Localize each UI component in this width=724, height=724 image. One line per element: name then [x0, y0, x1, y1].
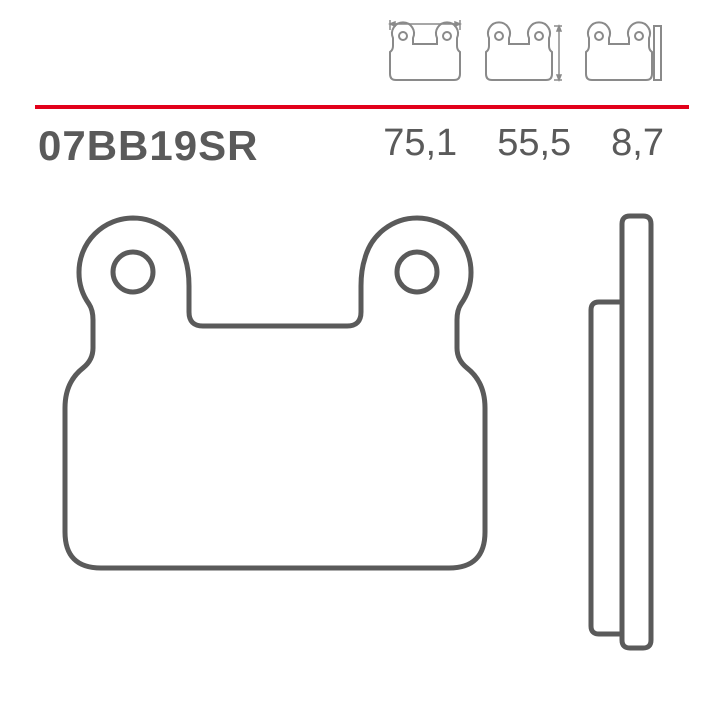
side-view — [591, 216, 651, 648]
width-value: 75,1 — [383, 122, 457, 165]
dimensions-values: 75,1 55,5 8,7 — [383, 122, 664, 165]
height-value: 55,5 — [497, 122, 571, 165]
thickness-value: 8,7 — [611, 122, 664, 165]
dimension-icons-group — [386, 20, 664, 86]
accent-divider-line — [35, 105, 689, 109]
front-view — [65, 218, 485, 568]
height-dimension-icon — [482, 20, 564, 86]
product-code: 07BB19SR — [38, 122, 258, 170]
width-dimension-icon — [386, 20, 464, 86]
header-row — [0, 20, 724, 100]
thickness-dimension-icon — [582, 20, 664, 86]
technical-drawing — [55, 210, 675, 705]
label-row: 07BB19SR 75,1 55,5 8,7 — [0, 122, 724, 172]
